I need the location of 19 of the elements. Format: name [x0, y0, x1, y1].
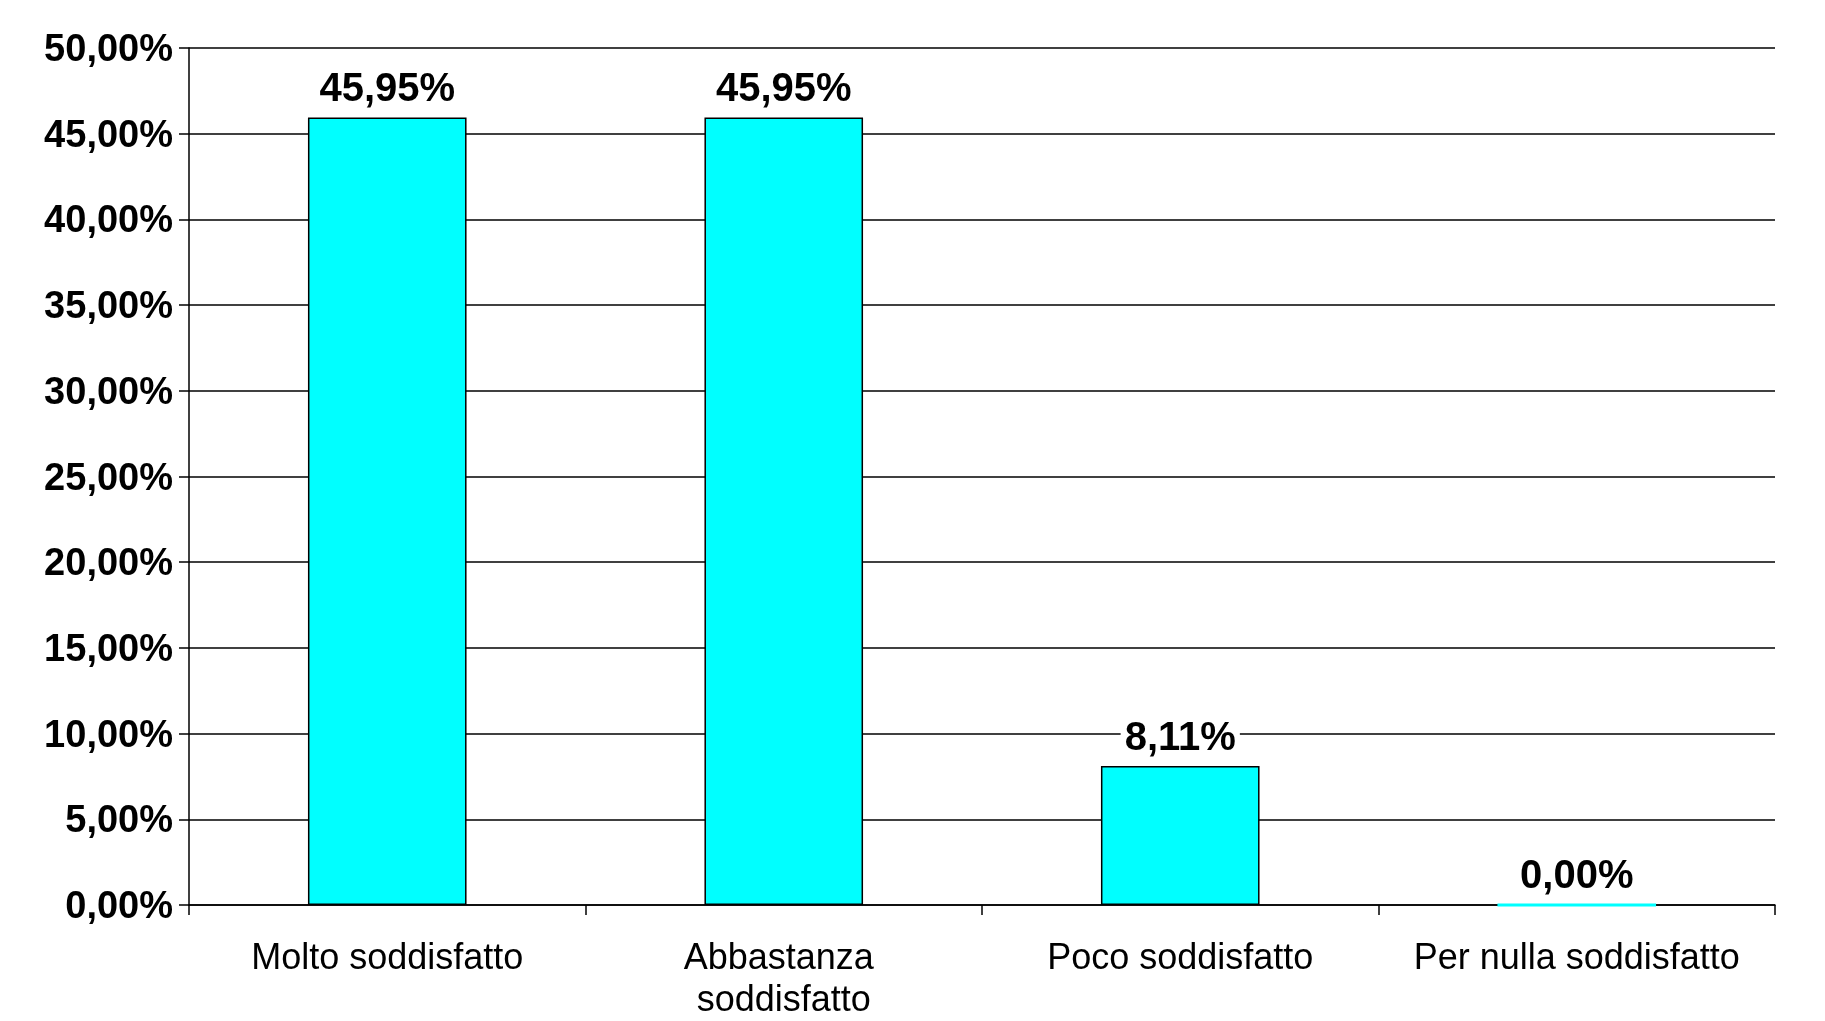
y-tick-label: 35,00% — [44, 284, 173, 327]
x-tick-label: Abbastanza soddisfatto — [683, 935, 884, 1019]
data-label: 45,95% — [715, 65, 852, 110]
data-label: 0,00% — [1520, 851, 1634, 896]
data-label: 45,95% — [319, 65, 456, 110]
y-tick-label: 15,00% — [44, 626, 173, 669]
data-label: 8,11% — [1124, 713, 1236, 758]
x-tick-label: Molto soddisfatto — [251, 935, 524, 977]
y-tick-label: 30,00% — [44, 369, 173, 412]
y-tick-label: 40,00% — [44, 198, 173, 241]
y-tick-label: 0,00% — [65, 884, 173, 926]
y-tick-label: 10,00% — [44, 712, 173, 755]
y-tick-label: 50,00% — [44, 27, 173, 69]
x-tick-label: Per nulla soddisfatto — [1413, 935, 1740, 977]
x-tick-label: Poco soddisfatto — [1047, 935, 1314, 977]
y-tick-label: 20,00% — [44, 541, 173, 584]
y-tick-label: 25,00% — [44, 455, 173, 498]
y-tick-label: 45,00% — [44, 112, 173, 155]
y-tick-label: 5,00% — [65, 798, 173, 841]
